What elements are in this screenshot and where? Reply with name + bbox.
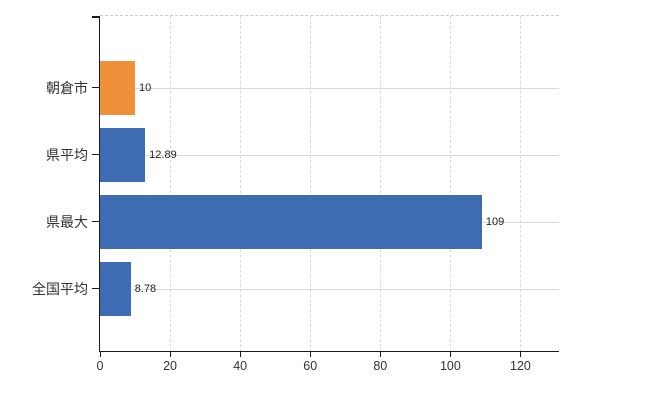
x-tick-label: 100 [439,359,461,373]
gridline-vertical [170,16,172,352]
y-axis-tick [92,221,99,223]
gridline-horizontal [100,87,559,89]
y-axis-end-tick [92,16,100,18]
category-label: 県平均 [46,146,88,163]
y-axis-tick [92,87,99,89]
x-tick-label: 20 [163,359,178,373]
x-axis-tick [169,352,171,357]
category-label: 朝倉市 [46,79,88,96]
x-axis-tick [239,352,241,357]
category-label: 県最大 [46,213,88,230]
gridline-vertical [310,16,312,352]
x-axis-line [98,350,559,352]
y-axis-line [98,16,100,352]
bar [100,194,482,249]
x-axis-tick [519,352,522,357]
bar [100,261,131,316]
category-label: 全国平均 [32,280,88,297]
gridline-vertical [450,16,452,352]
x-tick-label: 40 [233,359,248,373]
x-axis-tick [379,352,381,357]
x-tick-label: 0 [96,359,104,373]
gridline-horizontal [100,288,559,290]
gridline-vertical [520,16,522,352]
y-axis-tick [92,288,99,290]
x-axis-tick [309,352,311,357]
x-tick-label: 60 [303,359,318,373]
bar-value-label: 12.89 [149,148,177,161]
bar [100,60,136,115]
plot-top-border [100,15,559,16]
gridline-horizontal [100,154,559,156]
x-tick-label: 120 [510,359,531,373]
x-axis-tick [99,352,101,357]
gridline-vertical [380,16,382,352]
bar-value-label: 10 [139,81,152,94]
x-tick-label: 80 [373,359,388,373]
x-axis-tick [449,352,452,357]
y-axis-tick [92,154,99,156]
bar-value-label: 109 [485,215,505,228]
bar-value-label: 8.78 [134,282,157,295]
gridline-vertical [240,16,242,352]
bar [100,127,146,182]
